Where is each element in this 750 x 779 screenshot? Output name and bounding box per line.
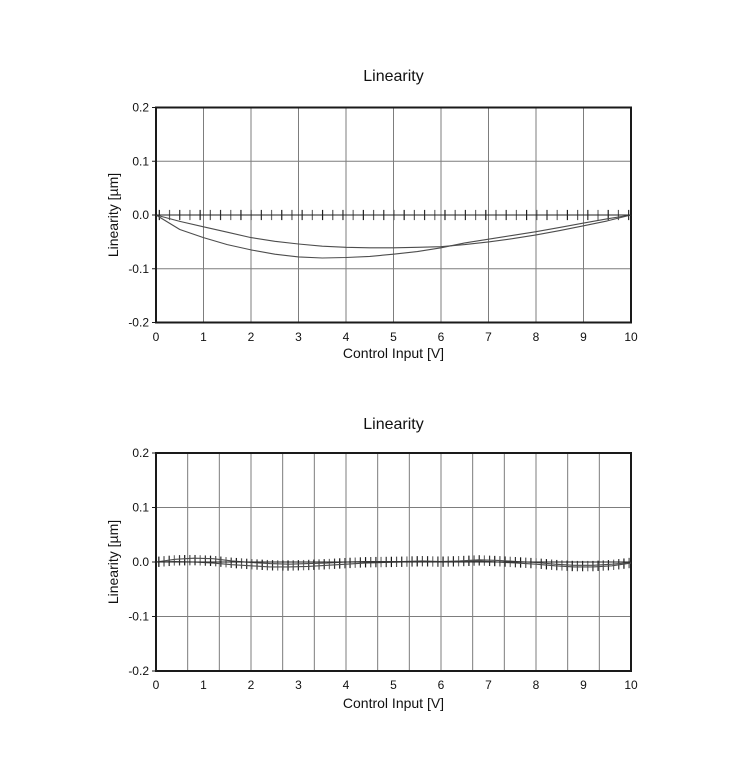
x-tick-label: 1 — [200, 678, 207, 692]
x-tick-label: 4 — [343, 678, 350, 692]
x-tick-label: 10 — [624, 330, 638, 344]
x-tick-label: 1 — [200, 330, 207, 344]
chart-title: Linearity — [363, 416, 423, 433]
x-axis-label: Control Input [V] — [343, 695, 444, 711]
chart-title: Linearity — [363, 68, 423, 85]
x-tick-label: 3 — [295, 330, 302, 344]
series-layer — [155, 557, 632, 568]
y-axis-label: Linearity [µm] — [105, 173, 121, 257]
series-layer — [155, 214, 632, 259]
x-tick-label: 5 — [390, 678, 397, 692]
y-tick-label: 0.0 — [132, 208, 149, 222]
x-axis-label: Control Input [V] — [343, 345, 444, 361]
x-tick-label: 9 — [580, 678, 587, 692]
x-tick-label: 8 — [533, 330, 540, 344]
x-tick-label: 4 — [343, 330, 350, 344]
x-tick-label: 0 — [153, 330, 160, 344]
tick-layer: 0 1 2 3 4 5 6 7 8 9 10 0.2 0.1 0.0 -0.1 -0.2 — [128, 446, 638, 692]
x-tick-label: 6 — [438, 330, 445, 344]
y-axis-label: Linearity [µm] — [105, 520, 121, 604]
y-tick-label: -0.1 — [128, 610, 149, 624]
x-tick-label: 6 — [438, 678, 445, 692]
y-tick-label: 0.0 — [132, 555, 149, 569]
y-tick-label: 0.1 — [132, 501, 149, 515]
x-tick-label: 9 — [580, 330, 587, 344]
y-tick-label: -0.2 — [128, 664, 149, 678]
y-tick-label: 0.2 — [132, 446, 149, 460]
x-tick-label: 8 — [533, 678, 540, 692]
tick-layer: 0 1 2 3 4 5 6 7 8 9 10 0.2 0.1 0.0 -0.1 -0.2 — [128, 101, 638, 345]
open-loop-descending — [155, 214, 632, 249]
x-tick-label: 7 — [485, 330, 492, 344]
x-tick-label: 10 — [624, 678, 638, 692]
open-loop-ascending — [155, 214, 632, 259]
y-tick-label: 0.1 — [132, 154, 149, 168]
marker-layer — [158, 554, 630, 572]
x-tick-label: 0 — [153, 678, 160, 692]
x-tick-label: 3 — [295, 678, 302, 692]
y-tick-label: 0.2 — [132, 101, 149, 115]
x-tick-label: 7 — [485, 678, 492, 692]
y-tick-label: -0.2 — [128, 316, 149, 330]
x-tick-label: 2 — [248, 678, 255, 692]
y-tick-label: -0.1 — [128, 262, 149, 276]
x-tick-label: 5 — [390, 330, 397, 344]
x-tick-label: 2 — [248, 330, 255, 344]
